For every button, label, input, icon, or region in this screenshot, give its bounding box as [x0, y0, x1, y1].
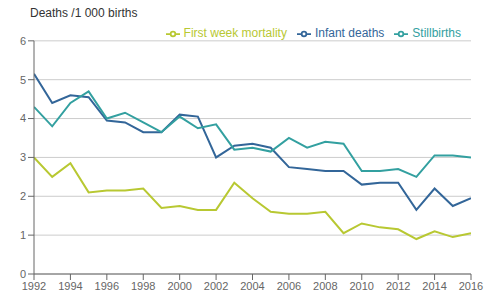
- svg-text:2006: 2006: [277, 280, 301, 292]
- svg-text:2008: 2008: [313, 280, 337, 292]
- svg-text:2002: 2002: [204, 280, 228, 292]
- svg-text:1998: 1998: [131, 280, 155, 292]
- html-text:First week mortality: First week mortality: [183, 26, 287, 40]
- html-text:Stillbirths: Stillbirths: [412, 26, 461, 40]
- svg-text:2014: 2014: [422, 280, 446, 292]
- svg-text:1: 1: [20, 229, 26, 241]
- svg-text:1996: 1996: [95, 280, 119, 292]
- svg-text:1992: 1992: [22, 280, 46, 292]
- svg-text:2012: 2012: [386, 280, 410, 292]
- html-text:Infant deaths: Infant deaths: [314, 26, 385, 40]
- svg-text:0: 0: [20, 268, 26, 280]
- svg-text:4: 4: [20, 112, 26, 124]
- svg-text:6: 6: [20, 35, 26, 47]
- svg-text:5: 5: [20, 74, 26, 86]
- svg-text:2010: 2010: [350, 280, 374, 292]
- svg-text:2000: 2000: [167, 280, 191, 292]
- html-text:Deaths /1 000 births: Deaths /1 000 births: [30, 6, 138, 20]
- svg-text:2: 2: [20, 190, 26, 202]
- svg-text:2004: 2004: [240, 280, 264, 292]
- svg-text:3: 3: [20, 151, 26, 163]
- svg-text:2016: 2016: [459, 280, 483, 292]
- svg-text:1994: 1994: [58, 280, 82, 292]
